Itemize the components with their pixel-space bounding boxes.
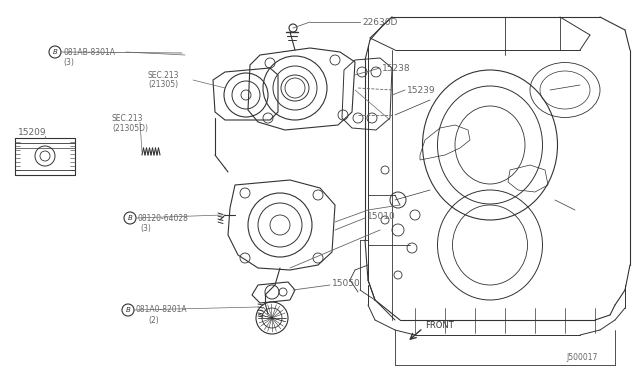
Text: 15010: 15010 [367,212,396,221]
Text: 22630D: 22630D [362,17,397,26]
Text: (21305): (21305) [148,80,178,89]
Text: 15239: 15239 [407,86,436,94]
Text: (3): (3) [63,58,74,67]
Text: 08120-64028: 08120-64028 [138,214,189,222]
Text: J500017: J500017 [566,353,597,362]
Text: B: B [127,215,132,221]
Text: SEC.213: SEC.213 [148,71,179,80]
Text: (3): (3) [140,224,151,232]
Text: 15050: 15050 [332,279,361,289]
Text: B: B [125,307,131,313]
Text: 15238: 15238 [382,64,411,73]
Text: 081A0-8201A: 081A0-8201A [136,305,188,314]
Text: (2): (2) [148,315,159,324]
Text: FRONT: FRONT [425,321,454,330]
Text: 15209: 15209 [18,128,47,137]
Text: (21305D): (21305D) [112,124,148,132]
Text: 081AB-8301A: 081AB-8301A [63,48,115,57]
Text: B: B [52,49,58,55]
Text: SEC.213: SEC.213 [112,113,143,122]
